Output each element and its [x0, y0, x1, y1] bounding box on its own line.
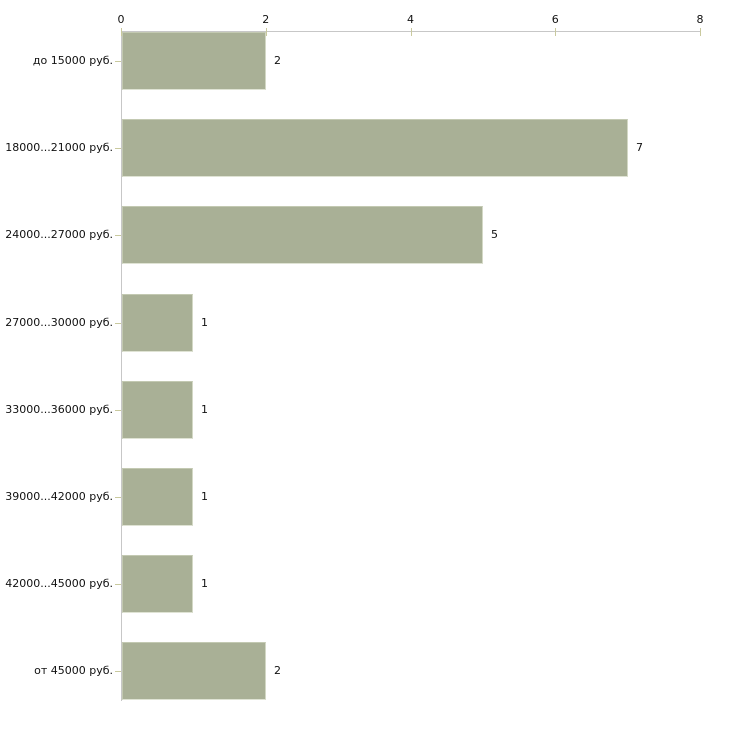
category-tick-mark	[115, 235, 121, 236]
x-tick-label: 4	[407, 13, 414, 26]
x-tick-mark	[555, 28, 557, 36]
category-tick-mark	[115, 148, 121, 149]
value-label: 7	[636, 141, 643, 155]
value-label: 5	[491, 228, 498, 242]
category-label: 18000...21000 руб.	[5, 141, 113, 155]
category-label: 33000...36000 руб.	[5, 402, 113, 416]
category-label: 24000...27000 руб.	[5, 228, 113, 242]
value-label: 2	[274, 54, 281, 67]
y-axis-line	[121, 31, 122, 702]
bar	[122, 32, 266, 90]
x-tick-label: 8	[696, 13, 704, 26]
category-label: 27000...30000 руб.	[5, 315, 113, 329]
value-label: 1	[201, 490, 208, 503]
category-tick-mark	[115, 497, 121, 498]
category-label: от 45000 руб.	[34, 664, 113, 678]
bar	[122, 380, 193, 439]
x-tick-label: 0	[117, 13, 125, 26]
x-tick-mark	[700, 28, 701, 36]
bar	[122, 642, 266, 701]
x-tick-label: 6	[551, 13, 559, 26]
value-label: 2	[274, 664, 281, 678]
bar	[122, 206, 483, 265]
category-tick-mark	[115, 61, 121, 62]
category-label: 39000...42000 руб.	[5, 490, 113, 503]
category-label: до 15000 руб.	[32, 54, 113, 67]
category-tick-mark	[115, 323, 121, 324]
bar	[122, 119, 628, 178]
value-label: 1	[201, 577, 208, 591]
bar	[122, 555, 193, 614]
x-tick-mark	[121, 28, 122, 36]
x-tick-label: 2	[262, 13, 270, 26]
category-label: 42000...45000 руб.	[5, 577, 113, 591]
bar	[122, 293, 193, 352]
value-label: 1	[201, 315, 208, 329]
category-tick-mark	[115, 671, 121, 672]
x-tick-mark	[265, 28, 267, 36]
value-label: 1	[201, 402, 208, 416]
bar	[122, 468, 193, 526]
category-tick-mark	[115, 584, 121, 585]
category-tick-mark	[115, 410, 121, 411]
x-tick-mark	[410, 28, 412, 36]
